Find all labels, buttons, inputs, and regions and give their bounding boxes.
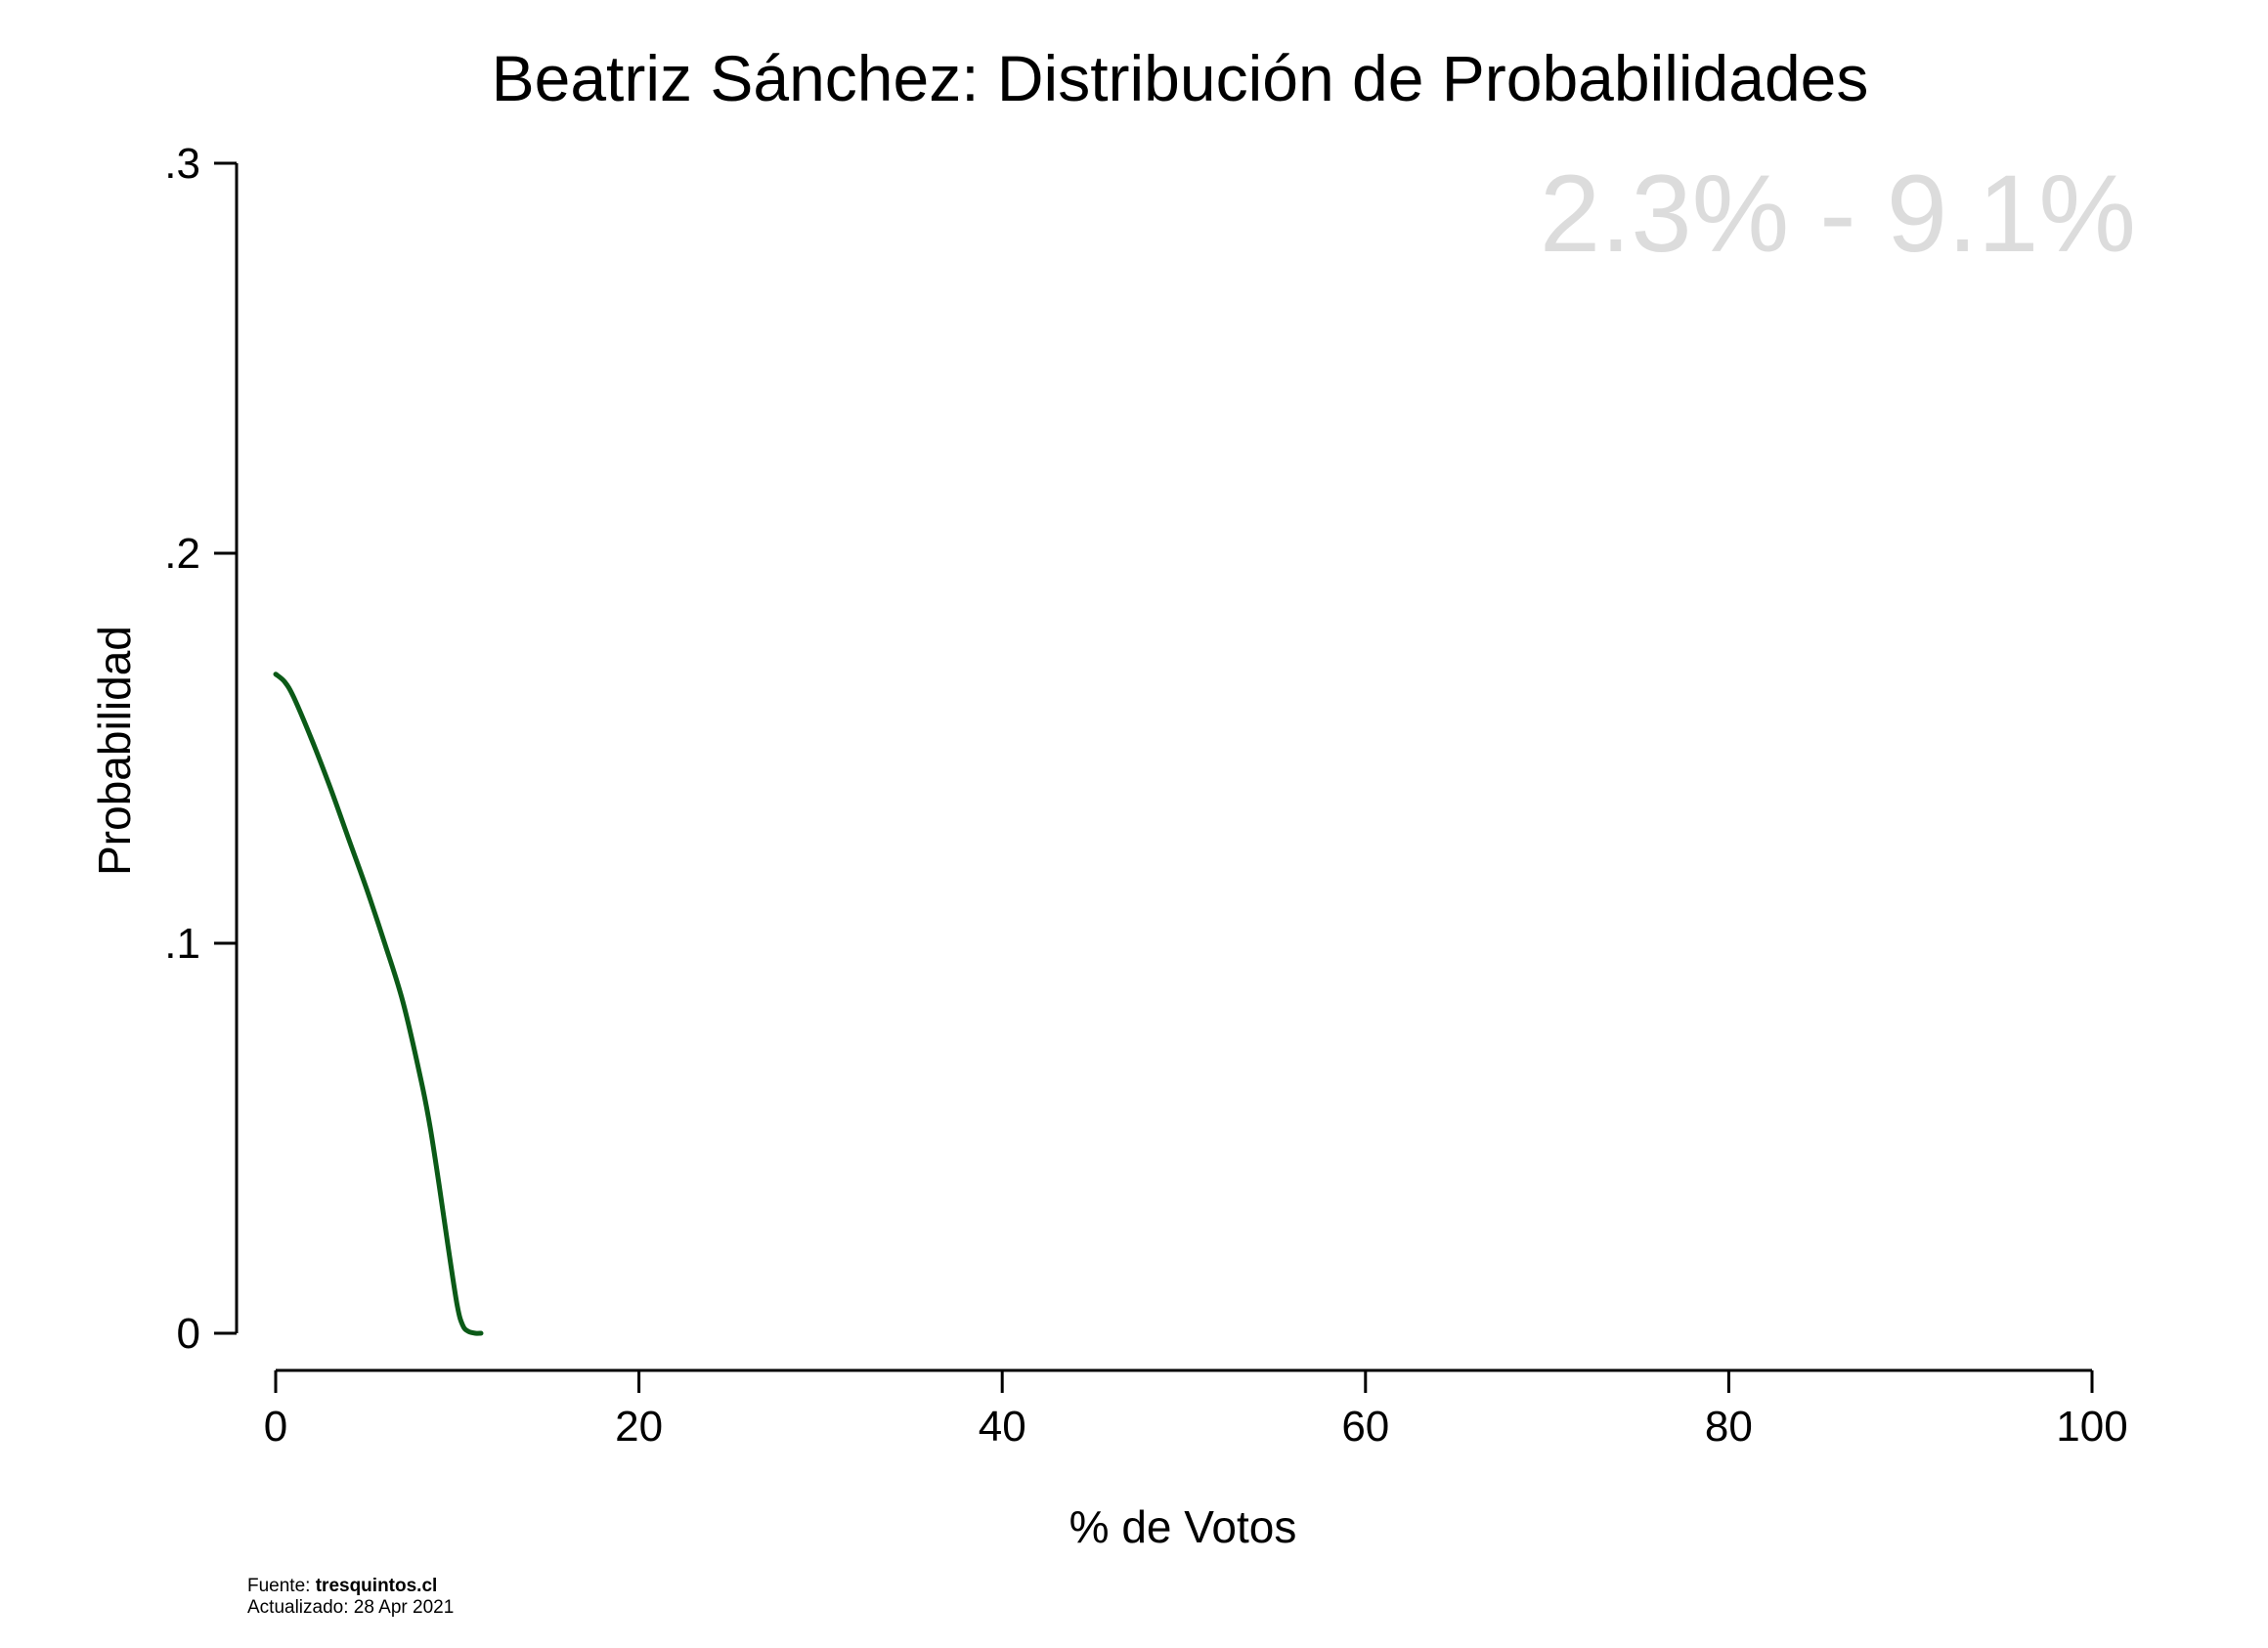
y-tick-label: .3 <box>164 140 200 188</box>
y-tick-label: .1 <box>164 920 200 968</box>
x-tick-label: 60 <box>1341 1403 1389 1451</box>
series-layer <box>273 672 484 1336</box>
source-line: Fuente: tresquintos.cl <box>247 1576 454 1597</box>
x-axis-label: % de Votos <box>1069 1501 1297 1552</box>
y-tick-label: 0 <box>177 1310 200 1358</box>
updated-date: Actualizado: 28 Apr 2021 <box>247 1597 455 1618</box>
source-link[interactable]: tresquintos.cl <box>315 1576 438 1596</box>
chart-title: Beatriz Sánchez: Distribución de Probabi… <box>492 42 1869 114</box>
footer: Fuente: tresquintos.cl Actualizado: 28 A… <box>247 1576 454 1619</box>
interval-annotation: 2.3% - 9.1% <box>1540 152 2136 275</box>
x-tick-label: 100 <box>2056 1403 2127 1451</box>
y-tick-label: .2 <box>164 530 200 578</box>
x-tick-label: 40 <box>979 1403 1026 1451</box>
x-tick-label: 20 <box>615 1403 663 1451</box>
source-prefix: Fuente: <box>247 1576 316 1596</box>
y-axis-label: Probabilidad <box>89 626 140 876</box>
x-tick-label: 80 <box>1705 1403 1753 1451</box>
x-axis-ticks: 0 20 40 60 80 100 <box>264 1370 2128 1451</box>
y-axis-ticks: 0 .1 .2 .3 <box>164 140 237 1358</box>
probability-density-line <box>273 672 484 1336</box>
x-tick-label: 0 <box>264 1403 287 1451</box>
